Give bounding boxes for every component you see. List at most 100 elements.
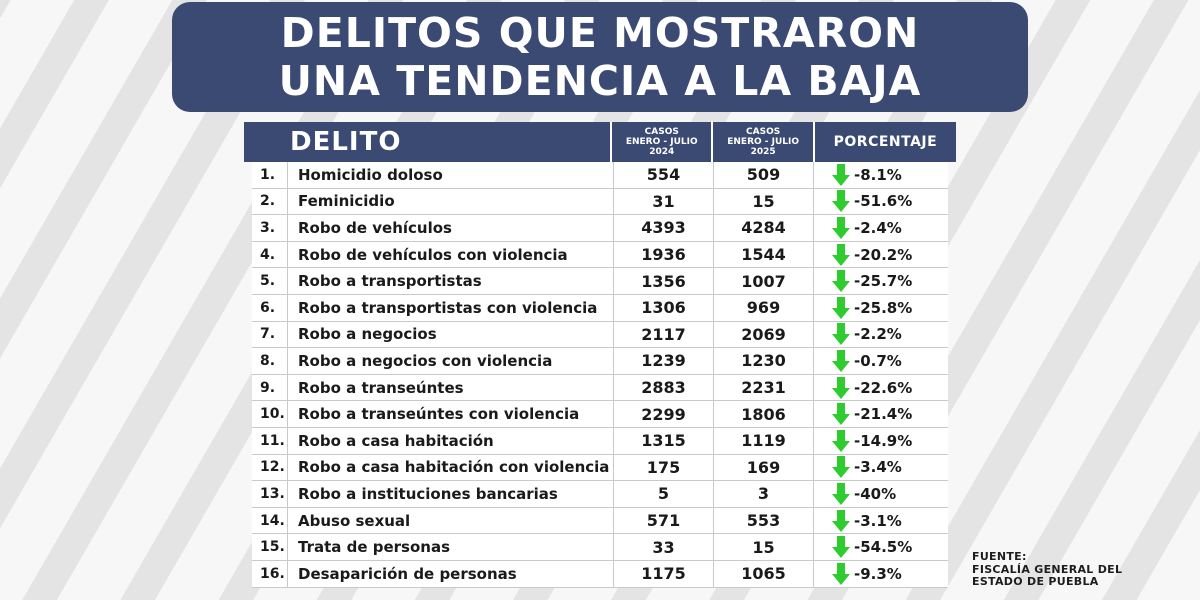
row-casos-2024: 5 (614, 481, 714, 507)
down-arrow-icon (832, 482, 850, 505)
down-arrow-icon (832, 243, 850, 266)
row-delito: Robo a negocios (288, 321, 614, 348)
table-row: 10. Robo a transeúntes con violencia 2299 1… (252, 401, 948, 428)
row-porcentaje: -2.4% (814, 215, 948, 241)
row-number: 4. (252, 241, 288, 268)
header-2025-line2: ENERO - JULIO (727, 137, 800, 147)
row-delito: Robo a casa habitación (288, 427, 614, 454)
down-arrow-icon (832, 456, 850, 479)
header-2024-line3: 2024 (649, 147, 675, 157)
down-arrow-icon (832, 216, 850, 239)
down-arrow-icon (832, 270, 850, 293)
row-porcentaje: -8.1% (814, 162, 948, 188)
row-delito: Robo a transeúntes (288, 374, 614, 401)
row-number: 8. (252, 348, 288, 374)
row-porcentaje-value: -14.9% (854, 431, 913, 450)
table-row: 9. Robo a transeúntes 2883 2231 -22.6% (252, 374, 948, 402)
row-delito: Homicidio doloso (288, 162, 614, 188)
down-arrow-icon (832, 403, 850, 426)
row-porcentaje: -25.8% (814, 295, 948, 321)
row-number: 2. (252, 188, 288, 215)
down-arrow-icon (832, 562, 850, 585)
row-casos-2025: 1806 (714, 401, 814, 427)
row-porcentaje: -3.4% (814, 455, 948, 481)
row-porcentaje-value: -2.2% (854, 325, 902, 344)
row-porcentaje-value: -20.2% (854, 245, 913, 264)
down-arrow-icon (832, 429, 850, 452)
row-porcentaje-value: -0.7% (854, 351, 902, 370)
table-row: 6. Robo a transportistas con violencia 130… (252, 294, 948, 322)
row-casos-2025: 169 (714, 454, 814, 481)
down-arrow-icon (832, 190, 850, 213)
row-porcentaje: -20.2% (814, 242, 948, 268)
row-porcentaje-value: -40% (854, 484, 897, 503)
row-casos-2024: 1315 (614, 427, 714, 454)
row-casos-2024: 2117 (614, 321, 714, 348)
source-note: FUENTE: FISCALÍA GENERAL DEL ESTADO DE P… (972, 550, 1123, 589)
down-arrow-icon (832, 349, 850, 372)
down-arrow-icon (832, 376, 850, 399)
row-porcentaje-value: -2.4% (854, 218, 902, 237)
row-porcentaje: -14.9% (814, 428, 948, 454)
table-row: 7. Robo a negocios 2117 2069 -2.2% (252, 321, 948, 349)
table-row: 15. Trata de personas 33 15 -54.5% (252, 534, 948, 561)
row-porcentaje: -3.1% (814, 508, 948, 534)
row-casos-2025: 553 (714, 507, 814, 534)
row-delito: Robo de vehículos (288, 215, 614, 241)
row-porcentaje: -54.5% (814, 534, 948, 560)
row-casos-2025: 4284 (714, 215, 814, 241)
row-delito: Abuso sexual (288, 507, 614, 534)
header-casos-2024: CASOS ENERO - JULIO 2024 (612, 122, 714, 162)
row-casos-2024: 2883 (614, 374, 714, 401)
row-number: 3. (252, 215, 288, 241)
row-porcentaje: -21.4% (814, 401, 948, 427)
header-delito: DELITO (244, 122, 613, 162)
row-delito: Robo a instituciones bancarias (288, 481, 614, 507)
row-casos-2024: 33 (614, 534, 714, 560)
row-porcentaje-value: -22.6% (854, 378, 913, 397)
table-row: 14. Abuso sexual 571 553 -3.1% (252, 507, 948, 535)
row-casos-2025: 1230 (714, 348, 814, 374)
row-porcentaje-value: -51.6% (854, 192, 913, 211)
down-arrow-icon (832, 509, 850, 532)
row-number: 15. (252, 534, 288, 560)
row-number: 9. (252, 374, 288, 401)
row-casos-2025: 1065 (714, 560, 814, 587)
down-arrow-icon (832, 163, 850, 186)
table-row: 1. Homicidio doloso 554 509 -8.1% (252, 162, 948, 189)
row-porcentaje-value: -8.1% (854, 165, 902, 184)
row-delito: Robo a transportistas con violencia (288, 294, 614, 321)
row-delito: Feminicidio (288, 188, 614, 215)
row-delito: Robo a casa habitación con violencia (288, 454, 614, 481)
row-number: 14. (252, 507, 288, 534)
row-casos-2025: 2069 (714, 321, 814, 348)
row-casos-2024: 1175 (614, 560, 714, 587)
row-number: 16. (252, 560, 288, 587)
row-casos-2025: 1544 (714, 241, 814, 268)
row-casos-2024: 175 (614, 454, 714, 481)
row-casos-2024: 571 (614, 507, 714, 534)
row-number: 5. (252, 268, 288, 294)
table-row: 13. Robo a instituciones bancarias 5 3 -40% (252, 481, 948, 508)
row-casos-2025: 15 (714, 534, 814, 560)
row-porcentaje-value: -3.4% (854, 458, 902, 477)
row-casos-2025: 1119 (714, 427, 814, 454)
row-number: 12. (252, 454, 288, 481)
header-porcentaje: PORCENTAJE (833, 134, 938, 150)
source-line-1: FUENTE: (972, 550, 1027, 563)
source-line-3: ESTADO DE PUEBLA (972, 575, 1099, 588)
row-casos-2024: 1239 (614, 348, 714, 374)
row-porcentaje: -0.7% (814, 348, 948, 374)
down-arrow-icon (832, 323, 850, 346)
source-line-2: FISCALÍA GENERAL DEL (972, 562, 1123, 576)
header-casos-2025: CASOS ENERO - JULIO 2025 (713, 122, 815, 162)
header-2025-line3: 2025 (750, 147, 776, 157)
row-porcentaje: -40% (814, 481, 948, 507)
row-porcentaje: -2.2% (814, 322, 948, 348)
row-number: 10. (252, 401, 288, 427)
header-2024-line2: ENERO - JULIO (625, 137, 698, 147)
table-row: 16. Desaparición de personas 1175 1065 -9.3% (252, 560, 948, 588)
row-delito: Desaparición de personas (288, 560, 614, 587)
row-casos-2024: 4393 (614, 215, 714, 241)
table-row: 12. Robo a casa habitación con violencia 1… (252, 454, 948, 482)
